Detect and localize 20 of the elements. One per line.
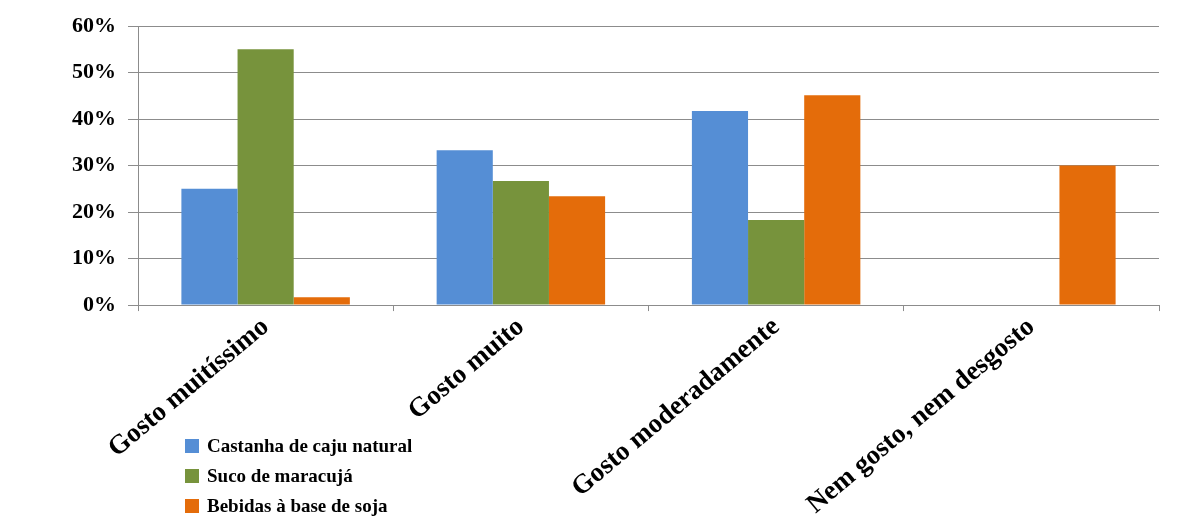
y-tick-label: 0% [83, 290, 116, 316]
bar [492, 180, 549, 305]
bar [237, 49, 294, 305]
bar [804, 95, 861, 305]
bar [1059, 165, 1116, 305]
legend-label: Castanha de caju natural [207, 435, 413, 457]
bar [691, 111, 749, 305]
legend-label: Bebidas à base de soja [207, 495, 388, 517]
bar [748, 219, 805, 305]
y-tick-label: 40% [72, 104, 116, 130]
y-tick-label: 20% [72, 197, 116, 223]
y-tick-label: 10% [72, 244, 116, 270]
y-tick-label: 60% [72, 11, 116, 37]
y-tick-label: 30% [72, 151, 116, 177]
bar [181, 188, 238, 305]
y-tick-label: 50% [72, 58, 116, 84]
bar [548, 196, 606, 305]
bar [436, 150, 493, 305]
legend-label: Suco de maracujá [207, 465, 353, 487]
bar [293, 297, 350, 305]
